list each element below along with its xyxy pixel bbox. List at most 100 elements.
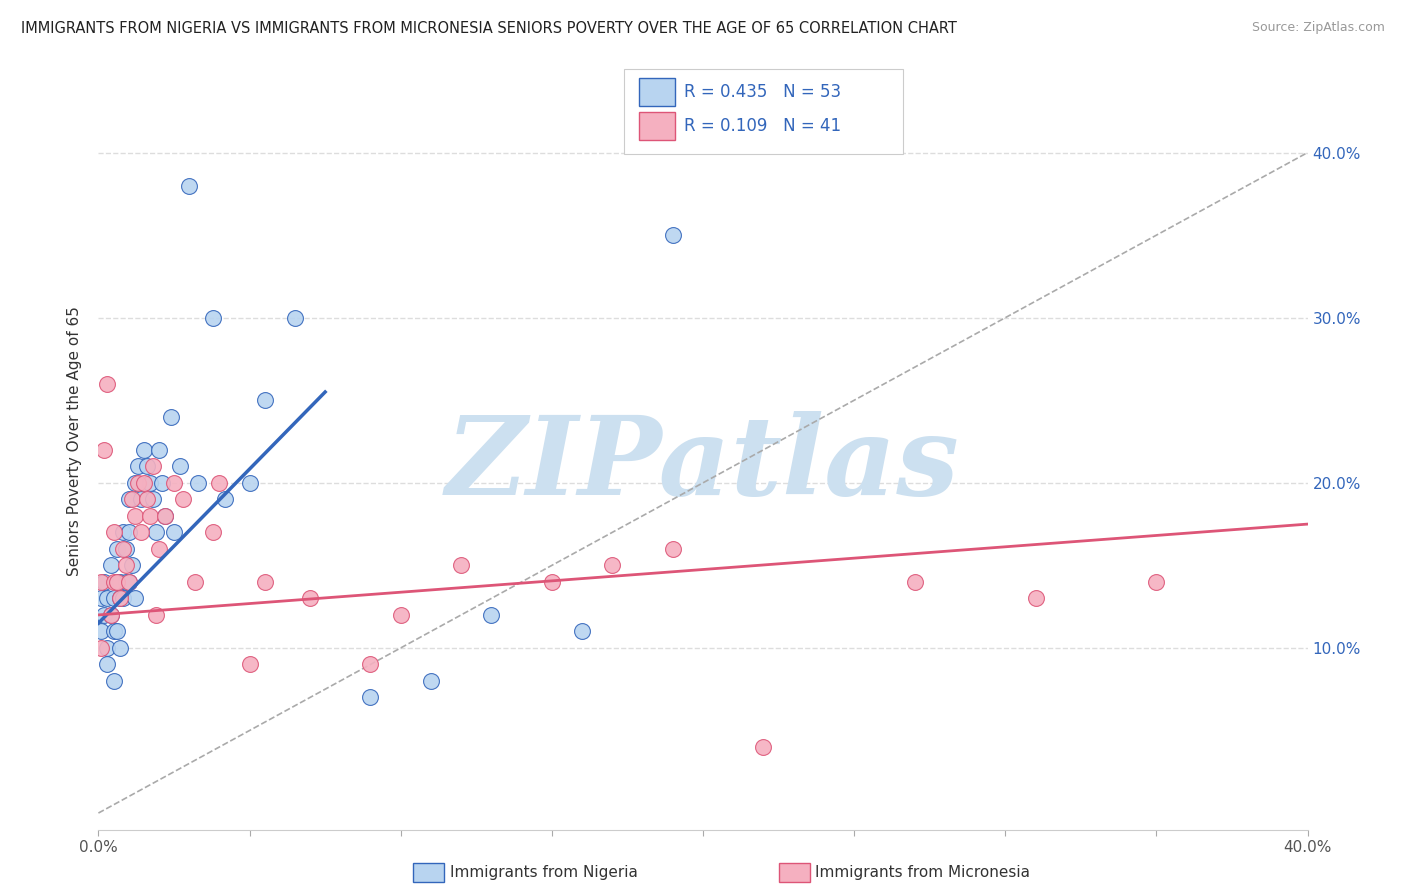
- Point: [132, 475, 155, 490]
- Point: [752, 739, 775, 754]
- Point: [284, 310, 307, 325]
- Point: [150, 475, 173, 490]
- Point: [118, 492, 141, 507]
- Point: [1144, 574, 1167, 589]
- Point: [299, 591, 322, 606]
- Point: [111, 591, 134, 606]
- Point: [239, 475, 262, 490]
- Point: [124, 508, 146, 523]
- Point: [540, 574, 562, 589]
- Point: [118, 574, 141, 589]
- Point: [135, 459, 157, 474]
- Point: [153, 508, 176, 523]
- Point: [103, 624, 125, 639]
- Text: IMMIGRANTS FROM NIGERIA VS IMMIGRANTS FROM MICRONESIA SENIORS POVERTY OVER THE A: IMMIGRANTS FROM NIGERIA VS IMMIGRANTS FR…: [21, 21, 957, 37]
- Point: [481, 607, 503, 622]
- FancyBboxPatch shape: [638, 78, 675, 106]
- Point: [93, 574, 115, 589]
- Point: [96, 657, 118, 672]
- Point: [145, 607, 167, 622]
- Point: [360, 657, 382, 672]
- Point: [100, 607, 122, 622]
- Point: [163, 525, 186, 540]
- Point: [100, 558, 122, 573]
- Point: [105, 574, 128, 589]
- Point: [105, 574, 128, 589]
- Point: [139, 508, 162, 523]
- Point: [142, 459, 165, 474]
- Point: [169, 459, 191, 474]
- Point: [105, 624, 128, 639]
- Point: [103, 673, 125, 688]
- Point: [121, 558, 143, 573]
- Point: [160, 409, 183, 424]
- Point: [904, 574, 927, 589]
- Point: [1024, 591, 1046, 606]
- Point: [105, 541, 128, 556]
- Point: [103, 525, 125, 540]
- Point: [187, 475, 209, 490]
- Point: [253, 393, 276, 408]
- Point: [184, 574, 207, 589]
- Point: [114, 541, 136, 556]
- Point: [661, 228, 683, 243]
- Point: [93, 442, 115, 457]
- Point: [360, 690, 382, 705]
- Point: [571, 624, 593, 639]
- Point: [108, 591, 131, 606]
- Point: [114, 574, 136, 589]
- Point: [602, 558, 624, 573]
- Point: [163, 475, 186, 490]
- Point: [661, 541, 683, 556]
- Point: [108, 591, 131, 606]
- Point: [121, 492, 143, 507]
- Point: [202, 525, 225, 540]
- Point: [93, 607, 115, 622]
- Point: [202, 310, 225, 325]
- Text: Source: ZipAtlas.com: Source: ZipAtlas.com: [1251, 21, 1385, 35]
- Point: [114, 558, 136, 573]
- Text: ZIPatlas: ZIPatlas: [446, 411, 960, 518]
- Point: [208, 475, 231, 490]
- Text: Immigrants from Nigeria: Immigrants from Nigeria: [450, 865, 638, 880]
- Point: [111, 541, 134, 556]
- Point: [129, 492, 152, 507]
- Point: [90, 591, 112, 606]
- Point: [127, 459, 149, 474]
- Text: R = 0.435   N = 53: R = 0.435 N = 53: [683, 83, 841, 102]
- Point: [118, 525, 141, 540]
- Point: [142, 492, 165, 507]
- Point: [153, 508, 176, 523]
- Point: [172, 492, 194, 507]
- Point: [103, 591, 125, 606]
- Point: [118, 574, 141, 589]
- Point: [129, 525, 152, 540]
- Point: [90, 640, 112, 655]
- Point: [127, 475, 149, 490]
- Point: [135, 492, 157, 507]
- Point: [108, 574, 131, 589]
- Point: [148, 541, 170, 556]
- Point: [111, 525, 134, 540]
- Point: [132, 442, 155, 457]
- Point: [90, 574, 112, 589]
- Point: [389, 607, 412, 622]
- Point: [450, 558, 472, 573]
- Point: [139, 475, 162, 490]
- Text: R = 0.109   N = 41: R = 0.109 N = 41: [683, 118, 841, 136]
- Point: [96, 376, 118, 391]
- Point: [179, 178, 201, 193]
- Point: [90, 624, 112, 639]
- Y-axis label: Seniors Poverty Over the Age of 65: Seniors Poverty Over the Age of 65: [67, 307, 83, 576]
- FancyBboxPatch shape: [638, 112, 675, 140]
- Point: [124, 475, 146, 490]
- Point: [420, 673, 443, 688]
- Point: [148, 442, 170, 457]
- Point: [108, 640, 131, 655]
- Point: [103, 574, 125, 589]
- Point: [214, 492, 236, 507]
- Point: [124, 591, 146, 606]
- Point: [253, 574, 276, 589]
- Point: [145, 525, 167, 540]
- Point: [239, 657, 262, 672]
